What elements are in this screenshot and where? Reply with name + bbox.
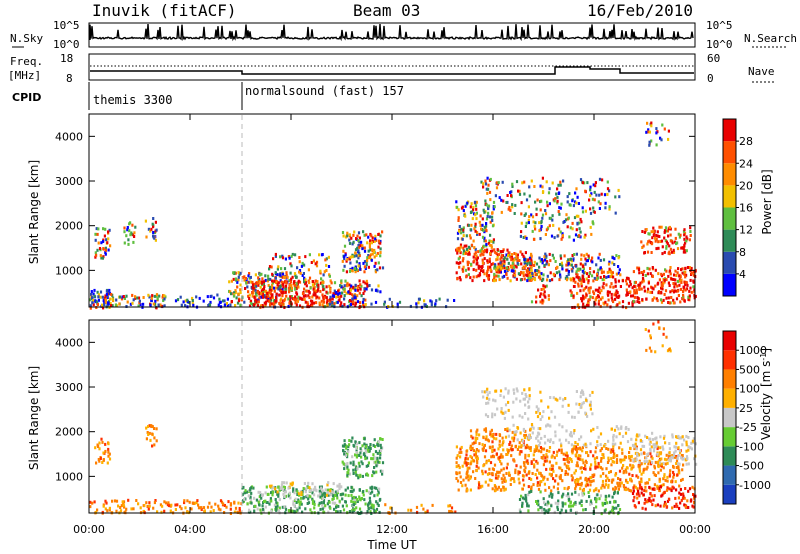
velocity-panel: 1000 2000 3000 4000 Slant Range [km] 1000 50… xyxy=(27,114,773,552)
freq-panel: Freq. [MHz] 18 8 60 0 Nave xyxy=(8,52,776,85)
x-tick-label: 20:00 xyxy=(578,523,610,536)
colorbar-swatch xyxy=(723,119,736,142)
freq-tick-top: 18 xyxy=(60,52,73,65)
beam-title: Beam 03 xyxy=(353,1,420,20)
colorbar-swatch xyxy=(723,331,736,351)
cpid-segment-1: themis 3300 xyxy=(93,93,172,107)
nsearch-tick-top: 10^5 xyxy=(706,19,733,32)
cpid-segment-2: normalsound (fast) 157 xyxy=(245,84,404,98)
nsearch-label: N.Search xyxy=(744,32,797,45)
velocity-colorbar: 1000 500 100 25 -25 -100 -500 -1000 xyxy=(722,330,771,505)
nave-tick-bottom: 0 xyxy=(707,72,714,85)
colorbar-swatch xyxy=(723,465,736,485)
velocity-colorbar-label: Velocity[m s-1] xyxy=(759,348,773,440)
colorbar-swatch xyxy=(723,427,736,447)
colorbar-swatch xyxy=(723,369,736,389)
colorbar-tick-label: 24 xyxy=(739,157,753,170)
power-ylabel: Slant Range [km] xyxy=(27,160,41,264)
colorbar-swatch xyxy=(723,388,736,408)
colorbar-swatch xyxy=(723,350,736,370)
nsky-label: N.Sky xyxy=(10,32,43,45)
y-tick-label: 3000 xyxy=(55,381,83,394)
colorbar-tick-label: 16 xyxy=(739,202,753,215)
y-tick-label: 1000 xyxy=(55,470,83,483)
power-scatter xyxy=(89,121,697,310)
nsky-tick-top: 10^5 xyxy=(53,19,80,32)
x-tick-label: 04:00 xyxy=(174,523,206,536)
nsearch-tick-bottom: 10^0 xyxy=(706,38,733,51)
velocity-y-axis: 1000 2000 3000 4000 xyxy=(55,336,695,483)
colorbar-tick-label: -25 xyxy=(739,421,757,434)
power-y-axis: 1000 2000 3000 4000 xyxy=(55,130,695,277)
colorbar-swatch xyxy=(723,484,736,504)
y-tick-label: 1000 xyxy=(55,264,83,277)
colorbar-tick-label: 8 xyxy=(739,246,746,259)
date-title: 16/Feb/2010 xyxy=(587,1,693,20)
colorbar-swatch xyxy=(723,141,736,164)
colorbar-tick-label: 4 xyxy=(739,268,746,281)
colorbar-swatch xyxy=(723,207,736,230)
power-colorbar: 4 8 12 16 20 24 28 xyxy=(722,118,753,297)
colorbar-swatch xyxy=(723,273,736,296)
y-tick-label: 4000 xyxy=(55,336,83,349)
colorbar-swatch xyxy=(723,163,736,186)
colorbar-swatch xyxy=(723,251,736,274)
colorbar-tick-label: 25 xyxy=(739,402,753,415)
x-tick-label: 08:00 xyxy=(275,523,307,536)
x-tick-label: 00:00 xyxy=(73,523,105,536)
cpid-label: CPID xyxy=(12,91,41,104)
x-tick-label: 12:00 xyxy=(376,523,408,536)
colorbar-tick-label: 1000 xyxy=(739,344,767,357)
power-panel: 1000 2000 3000 4000 Slant Range [km] 4 8 12 16… xyxy=(27,113,774,310)
freq-label: Freq. xyxy=(10,55,43,68)
freq-line xyxy=(90,66,694,75)
y-tick-label: 4000 xyxy=(55,130,83,143)
colorbar-tick-label: 100 xyxy=(739,383,760,396)
y-tick-label: 2000 xyxy=(55,426,83,439)
colorbar-tick-label: 500 xyxy=(739,363,760,376)
colorbar-swatch xyxy=(723,407,736,428)
x-tick-label: 00:00 xyxy=(679,523,711,536)
power-colorbar-label: Power [dB] xyxy=(760,169,774,234)
time-xlabel: Time UT xyxy=(366,538,417,552)
y-tick-label: 3000 xyxy=(55,175,83,188)
colorbar-swatch xyxy=(723,446,736,466)
nsky-tick-bottom: 10^0 xyxy=(53,38,80,51)
colorbar-tick-label: 28 xyxy=(739,135,753,148)
cpid-panel: CPID themis 3300 normalsound (fast) 157 xyxy=(12,82,404,110)
velocity-ylabel: Slant Range [km] xyxy=(27,366,41,470)
freq-tick-bottom: 8 xyxy=(66,72,73,85)
colorbar-swatch xyxy=(723,185,736,208)
colorbar-tick-label: 12 xyxy=(739,224,753,237)
time-x-axis: 00:00 04:00 08:00 12:00 16:00 20:00 00:00 xyxy=(73,114,711,536)
nsky-panel: N.Sky 10^5 10^0 10^5 10^0 N.Search xyxy=(10,19,797,51)
colorbar-swatch xyxy=(723,229,736,252)
colorbar-tick-label: -500 xyxy=(739,460,764,473)
colorbar-tick-label: 20 xyxy=(739,179,753,192)
nsky-line xyxy=(89,23,694,42)
freq-unit: [MHz] xyxy=(8,69,41,82)
nave-tick-top: 60 xyxy=(707,52,720,65)
x-tick-label: 16:00 xyxy=(477,523,509,536)
station-title: Inuvik (fitACF) xyxy=(92,1,237,20)
nave-label: Nave xyxy=(748,65,775,78)
y-tick-label: 2000 xyxy=(55,220,83,233)
velocity-scatter xyxy=(89,320,698,516)
colorbar-tick-label: -100 xyxy=(739,440,764,453)
colorbar-tick-label: -1000 xyxy=(739,479,771,492)
